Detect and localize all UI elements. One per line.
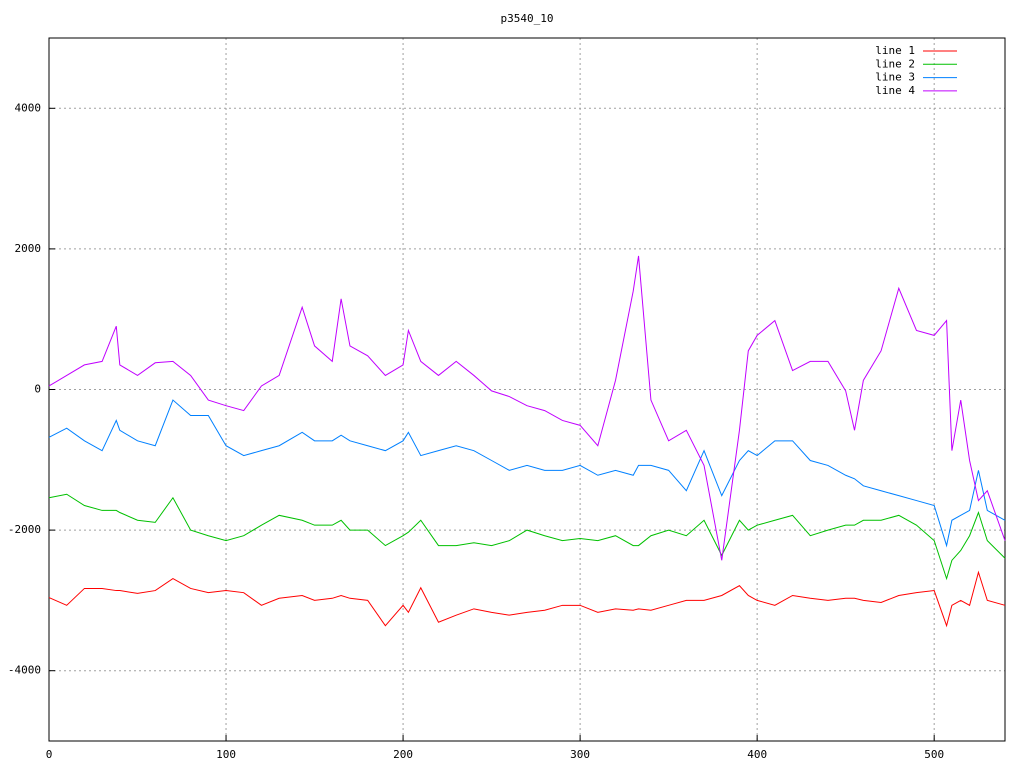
y-tick-label: -4000 bbox=[8, 664, 41, 677]
y-tick-label: 0 bbox=[34, 383, 41, 396]
x-tick-label: 500 bbox=[924, 748, 944, 761]
series-line bbox=[48, 399, 1006, 548]
legend-label: line 1 bbox=[875, 44, 915, 57]
legend-label: line 3 bbox=[875, 71, 915, 84]
x-tick-label: 100 bbox=[216, 748, 236, 761]
legend-label: line 4 bbox=[875, 84, 915, 97]
y-tick-label: 4000 bbox=[15, 101, 42, 114]
y-tick-label: -2000 bbox=[8, 523, 41, 536]
series-line bbox=[48, 570, 1006, 628]
x-tick-label: 400 bbox=[747, 748, 767, 761]
legend-label: line 2 bbox=[875, 57, 915, 70]
series-line bbox=[48, 493, 1006, 581]
x-tick-label: 200 bbox=[393, 748, 413, 761]
plot-border bbox=[48, 37, 1006, 742]
x-tick-label: 300 bbox=[570, 748, 590, 761]
series-line bbox=[48, 255, 1006, 561]
x-tick-label: 0 bbox=[46, 748, 53, 761]
y-tick-label: 2000 bbox=[15, 242, 42, 255]
chart-title: p3540_10 bbox=[501, 12, 554, 25]
